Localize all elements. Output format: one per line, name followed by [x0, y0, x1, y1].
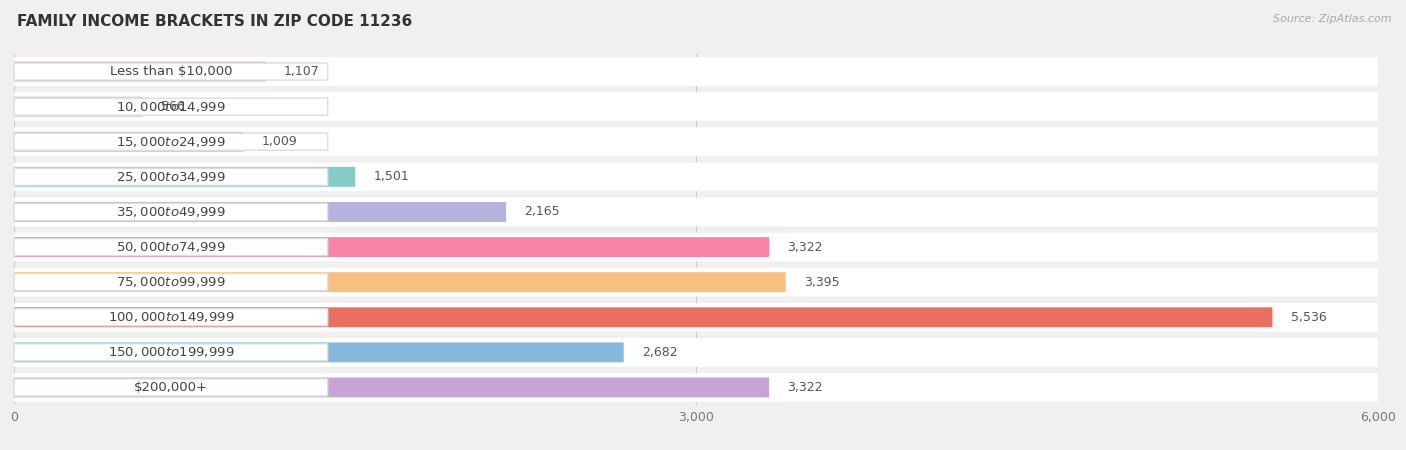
FancyBboxPatch shape — [14, 198, 1378, 226]
Text: 2,165: 2,165 — [524, 206, 560, 218]
FancyBboxPatch shape — [14, 203, 328, 220]
FancyBboxPatch shape — [14, 167, 356, 187]
FancyBboxPatch shape — [14, 97, 143, 117]
Text: 1,501: 1,501 — [374, 171, 409, 183]
FancyBboxPatch shape — [14, 309, 328, 326]
Text: $50,000 to $74,999: $50,000 to $74,999 — [117, 240, 226, 254]
FancyBboxPatch shape — [14, 168, 328, 185]
FancyBboxPatch shape — [14, 338, 1378, 367]
FancyBboxPatch shape — [14, 132, 243, 152]
FancyBboxPatch shape — [14, 63, 328, 80]
Text: Source: ZipAtlas.com: Source: ZipAtlas.com — [1274, 14, 1392, 23]
FancyBboxPatch shape — [14, 202, 506, 222]
Text: $35,000 to $49,999: $35,000 to $49,999 — [117, 205, 226, 219]
Text: 5,536: 5,536 — [1291, 311, 1326, 324]
FancyBboxPatch shape — [14, 127, 1378, 156]
FancyBboxPatch shape — [14, 307, 1272, 327]
Text: FAMILY INCOME BRACKETS IN ZIP CODE 11236: FAMILY INCOME BRACKETS IN ZIP CODE 11236 — [17, 14, 412, 28]
FancyBboxPatch shape — [14, 92, 1378, 121]
Text: $200,000+: $200,000+ — [134, 381, 208, 394]
FancyBboxPatch shape — [14, 272, 786, 292]
Text: Less than $10,000: Less than $10,000 — [110, 65, 232, 78]
FancyBboxPatch shape — [14, 268, 1378, 297]
FancyBboxPatch shape — [14, 342, 624, 362]
FancyBboxPatch shape — [14, 373, 1378, 402]
Text: 3,395: 3,395 — [804, 276, 839, 288]
Text: $10,000 to $14,999: $10,000 to $14,999 — [117, 99, 226, 114]
FancyBboxPatch shape — [14, 237, 769, 257]
FancyBboxPatch shape — [14, 379, 328, 396]
FancyBboxPatch shape — [14, 98, 328, 115]
Text: $15,000 to $24,999: $15,000 to $24,999 — [117, 135, 226, 149]
FancyBboxPatch shape — [14, 57, 1378, 86]
FancyBboxPatch shape — [14, 378, 769, 397]
Text: 566: 566 — [160, 100, 184, 113]
FancyBboxPatch shape — [14, 133, 328, 150]
Text: 1,107: 1,107 — [284, 65, 319, 78]
FancyBboxPatch shape — [14, 344, 328, 361]
FancyBboxPatch shape — [14, 274, 328, 291]
Text: 1,009: 1,009 — [262, 135, 297, 148]
FancyBboxPatch shape — [14, 162, 1378, 191]
Text: $25,000 to $34,999: $25,000 to $34,999 — [117, 170, 226, 184]
FancyBboxPatch shape — [14, 62, 266, 81]
Text: $75,000 to $99,999: $75,000 to $99,999 — [117, 275, 226, 289]
FancyBboxPatch shape — [14, 303, 1378, 332]
Text: $100,000 to $149,999: $100,000 to $149,999 — [108, 310, 235, 324]
Text: 3,322: 3,322 — [787, 241, 823, 253]
Text: 3,322: 3,322 — [787, 381, 823, 394]
Text: $150,000 to $199,999: $150,000 to $199,999 — [108, 345, 235, 360]
FancyBboxPatch shape — [14, 233, 1378, 261]
FancyBboxPatch shape — [14, 238, 328, 256]
Text: 2,682: 2,682 — [643, 346, 678, 359]
